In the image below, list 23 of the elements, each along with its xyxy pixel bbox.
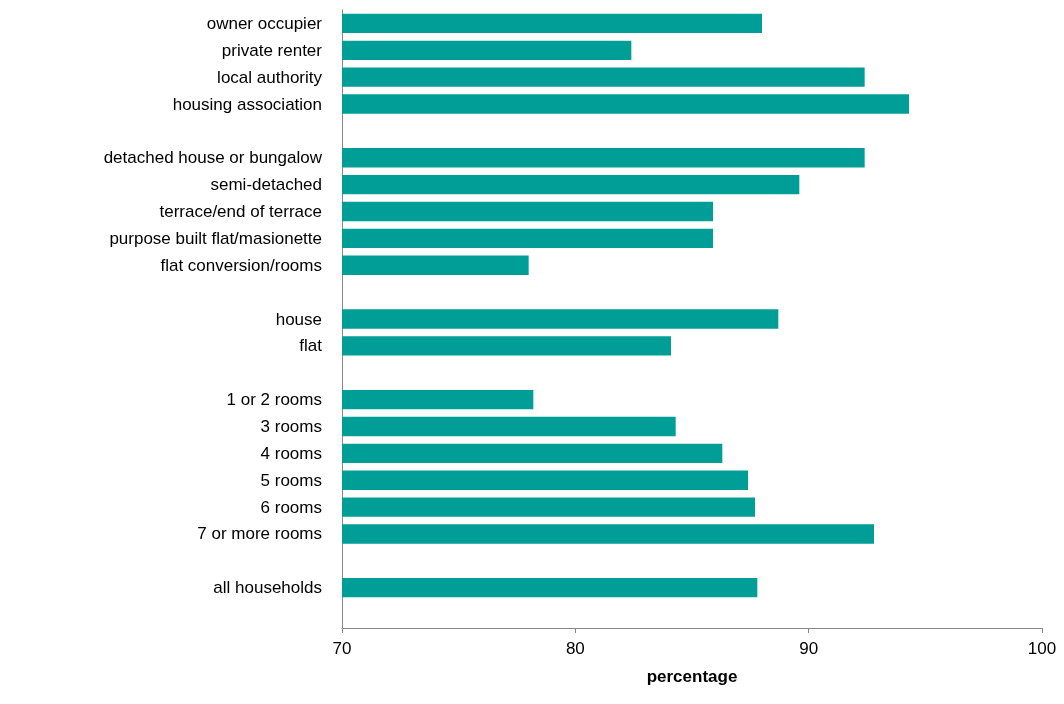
x-axis-title: percentage bbox=[646, 667, 738, 686]
x-tick-label: 70 bbox=[332, 639, 352, 658]
y-tick-label: owner occupier bbox=[206, 13, 323, 33]
y-tick-label: 6 rooms bbox=[260, 497, 322, 517]
y-tick-label: semi-detached bbox=[210, 175, 322, 195]
y-tick-label: housing association bbox=[172, 94, 322, 114]
y-tick-label: 5 rooms bbox=[260, 470, 322, 490]
y-tick-label: flat bbox=[299, 336, 323, 356]
y-tick-label: house bbox=[275, 309, 322, 329]
x-tick-label: 80 bbox=[565, 639, 585, 658]
x-tick-label: 90 bbox=[799, 639, 819, 658]
y-tick-label: 1 or 2 rooms bbox=[226, 390, 322, 410]
y-tick-label: purpose built flat/masionette bbox=[109, 228, 322, 248]
y-tick-label: detached house or bungalow bbox=[103, 148, 323, 168]
y-tick-label: all households bbox=[213, 578, 322, 598]
x-tick-label: 100 bbox=[1027, 639, 1057, 658]
y-tick-label: terrace/end of terrace bbox=[159, 202, 322, 222]
y-tick-label: local authority bbox=[217, 67, 323, 87]
y-tick-label: private renter bbox=[221, 40, 323, 60]
y-tick-label: 4 rooms bbox=[260, 443, 322, 463]
y-tick-label: 3 rooms bbox=[260, 416, 322, 436]
y-tick-label: 7 or more rooms bbox=[197, 524, 322, 544]
y-tick-label: flat conversion/rooms bbox=[160, 255, 322, 275]
